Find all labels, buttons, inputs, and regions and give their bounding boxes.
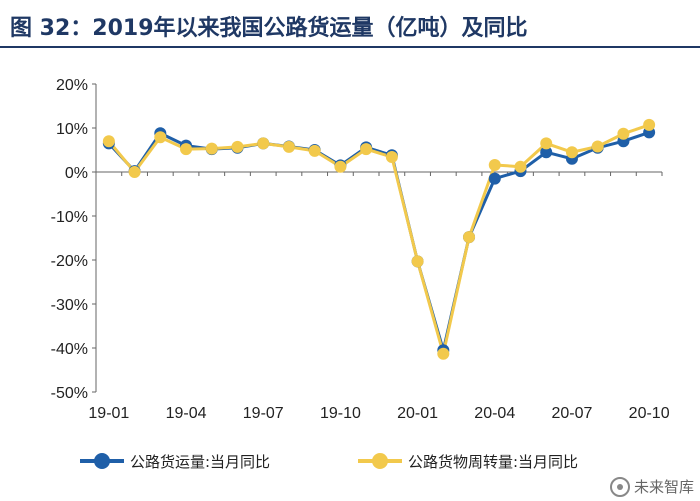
data-point-series-2 (437, 347, 450, 360)
data-point-series-2 (102, 135, 115, 148)
data-point-series-1 (540, 146, 553, 159)
data-point-series-2 (180, 143, 193, 156)
data-point-series-2 (617, 127, 630, 140)
data-point-series-2 (205, 142, 218, 155)
data-point-series-2 (643, 118, 656, 131)
title-rule (0, 46, 700, 48)
y-tick-label: 10% (56, 121, 88, 138)
x-tick-label: 20-07 (551, 405, 592, 422)
data-point-series-2 (360, 143, 373, 156)
legend-item-series-1: 公路货运量:当月同比 (80, 448, 270, 474)
chart-legend: 公路货运量:当月同比 公路货物周转量:当月同比 (80, 448, 680, 474)
legend-marker-series-2 (372, 453, 388, 469)
data-point-series-2 (463, 231, 476, 244)
watermark-logo-icon (609, 476, 630, 497)
legend-marker-series-1 (94, 453, 110, 469)
y-tick-label: 20% (56, 77, 88, 94)
data-point-series-2 (488, 158, 501, 171)
legend-label-series-1: 公路货运量:当月同比 (130, 452, 271, 471)
x-tick-label: 20-04 (474, 405, 515, 422)
y-tick-label: 0% (65, 165, 88, 182)
series-line-1 (107, 130, 650, 352)
y-tick-label: -50% (51, 385, 88, 402)
data-point-series-2 (565, 146, 578, 159)
legend-item-series-2: 公路货物周转量:当月同比 (358, 448, 578, 474)
watermark-text: 未来智库 (633, 478, 694, 496)
data-point-series-1 (488, 172, 501, 185)
y-tick-label: -40% (51, 341, 88, 358)
data-point-series-2 (154, 131, 167, 144)
data-point-series-2 (514, 160, 527, 173)
data-point-series-2 (308, 144, 321, 157)
data-point-series-2 (591, 140, 604, 153)
x-tick-label: 19-10 (320, 405, 361, 422)
legend-label-series-2: 公路货物周转量:当月同比 (408, 452, 579, 471)
series-line-2 (107, 123, 650, 356)
legend-swatch-series-1 (80, 453, 124, 469)
watermark: 未来智库 (609, 476, 694, 497)
data-point-series-2 (411, 255, 424, 268)
y-tick-label: -20% (51, 253, 88, 270)
data-point-series-2 (128, 166, 141, 178)
data-point-series-2 (231, 140, 244, 153)
x-tick-label: 19-04 (166, 405, 207, 422)
x-tick-label: 20-10 (629, 405, 670, 422)
data-point-series-2 (257, 137, 270, 150)
data-point-series-2 (282, 140, 295, 153)
y-tick-label: -30% (51, 297, 88, 314)
data-point-series-2 (334, 160, 347, 173)
title-bar: 图 32：2019年以来我国公路货运量（亿吨）及同比 (0, 0, 700, 48)
data-point-series-2 (385, 151, 398, 164)
x-tick-label: 19-07 (243, 405, 284, 422)
y-tick-label: -10% (51, 209, 88, 226)
x-tick-label: 19-01 (88, 405, 129, 422)
chart-title: 图 32：2019年以来我国公路货运量（亿吨）及同比 (10, 16, 528, 41)
x-tick-label: 20-01 (397, 405, 438, 422)
data-point-series-2 (540, 137, 553, 150)
legend-swatch-series-2 (358, 453, 402, 469)
